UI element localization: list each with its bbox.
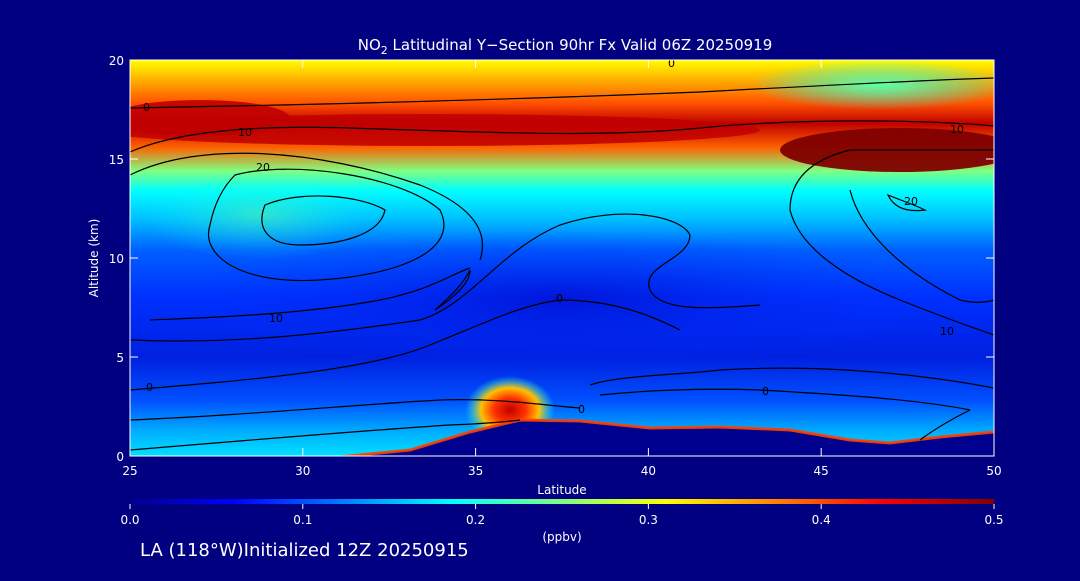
- contour-label: 10: [950, 123, 964, 136]
- colorbar-tick-label: 0.5: [984, 513, 1003, 527]
- y-tick-label: 0: [116, 450, 124, 464]
- terrain-edge: [334, 418, 994, 456]
- left-cyan-lobe: [140, 170, 380, 260]
- contour-line: [261, 195, 386, 246]
- x-tick-label: 25: [122, 464, 137, 478]
- contour-lines: [130, 77, 994, 451]
- contour-line: [130, 399, 581, 421]
- contour-line: [789, 209, 994, 336]
- heatmap-field: [130, 60, 994, 456]
- contour-label: 0: [143, 101, 150, 114]
- colorbar-tick-label: 0.3: [639, 513, 658, 527]
- contour-line: [207, 168, 445, 282]
- y-tick-label: 20: [109, 54, 124, 68]
- colorbar-gradient: [130, 499, 994, 504]
- contour-label: 20: [904, 195, 918, 208]
- contour-line: [130, 77, 994, 109]
- contour-line: [130, 299, 681, 391]
- colorbar-tick-label: 0.2: [466, 513, 485, 527]
- colorbar: 0.0 0.1 0.2 0.3 0.4 0.5 (ppbv): [120, 499, 1004, 544]
- contour-line: [919, 409, 971, 441]
- contour-label: 0: [556, 292, 563, 305]
- contour-line: [886, 193, 928, 212]
- contour-line: [589, 367, 994, 389]
- x-tick-label: 35: [468, 464, 483, 478]
- contour-label: 0: [762, 385, 769, 398]
- x-tick-label: 30: [295, 464, 310, 478]
- contour-line: [130, 120, 994, 153]
- contour-label: 0: [146, 381, 153, 394]
- colorbar-tick-label: 0.1: [293, 513, 312, 527]
- upper-right-cyan: [750, 60, 994, 110]
- x-axis: 25 30 35 40 45 50: [122, 60, 1002, 478]
- contour-line: [130, 213, 761, 342]
- contour-label: 10: [238, 126, 252, 139]
- contour-labels: 0 0 10 20 10 0 0 0 20 10 10 0: [143, 57, 964, 416]
- y-tick-label: 5: [116, 351, 124, 365]
- footer-text: LA (118°W)Initialized 12Z 20250915: [140, 540, 469, 561]
- contour-line: [849, 189, 994, 303]
- contour-label: 10: [940, 325, 954, 338]
- colorbar-unit: (ppbv): [542, 530, 581, 544]
- colorbar-ticks: 0.0 0.1 0.2 0.3 0.4 0.5: [120, 504, 1004, 527]
- y-tick-label: 15: [109, 153, 124, 167]
- contour-line: [130, 419, 521, 451]
- x-tick-label: 45: [814, 464, 829, 478]
- contour-line: [789, 149, 994, 211]
- y-axis: 0 5 10 15 20: [109, 54, 994, 464]
- chart-title: NO2 Latitudinal Y−Section 90hr Fx Valid …: [358, 36, 773, 57]
- terrain: [350, 420, 994, 456]
- contour-line: [599, 388, 971, 411]
- contour-label: 20: [256, 161, 270, 174]
- upper-band-left: [130, 100, 290, 136]
- x-axis-label: Latitude: [537, 483, 586, 497]
- contour-line: [434, 269, 471, 311]
- contour-label: 0: [578, 403, 585, 416]
- x-tick-label: 40: [641, 464, 656, 478]
- x-tick-label: 50: [986, 464, 1001, 478]
- colorbar-tick-label: 0.4: [812, 513, 831, 527]
- y-axis-label: Altitude (km): [87, 219, 101, 298]
- contour-line: [130, 152, 484, 261]
- y-tick-label: 10: [109, 252, 124, 266]
- contour-label: 10: [269, 312, 283, 325]
- colorbar-tick-label: 0.0: [120, 513, 139, 527]
- contour-label: 0: [668, 57, 675, 70]
- contour-line: [149, 267, 471, 321]
